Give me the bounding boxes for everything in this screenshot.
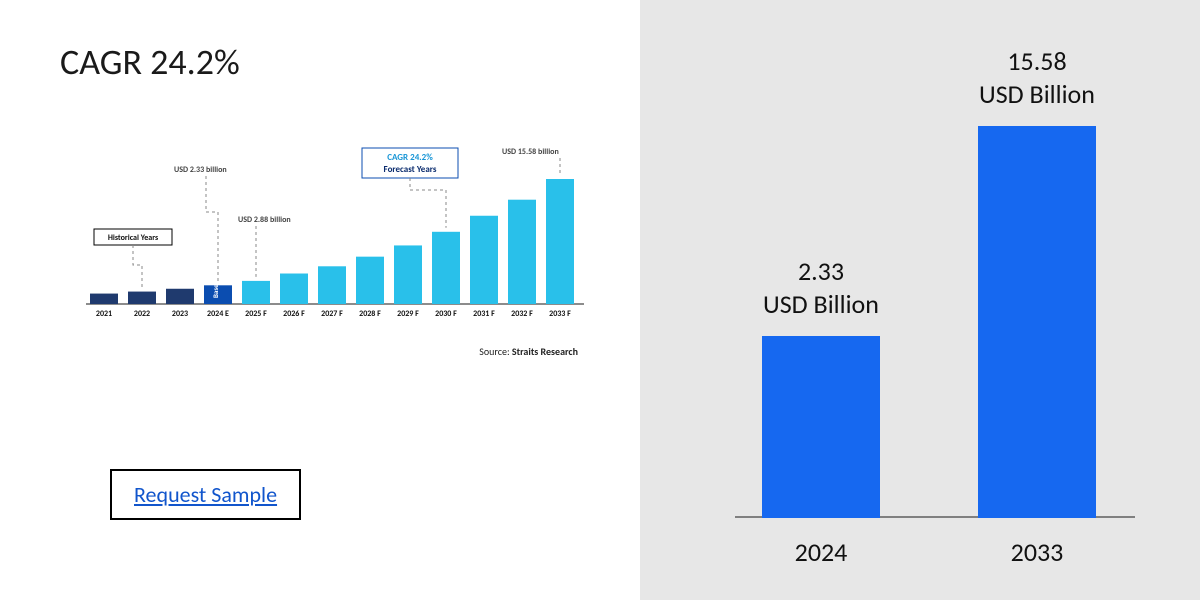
mini-xlabel: 2029 F <box>397 309 419 319</box>
mini-xlabel: 2031 F <box>473 309 495 319</box>
mini-bar <box>90 294 118 304</box>
mini-xlabel: 2032 F <box>511 309 533 319</box>
mini-bar <box>394 245 422 304</box>
callout-2023-value: USD 2.33 billion <box>174 165 227 175</box>
mini-bar <box>280 274 308 304</box>
mini-xlabel: 2024 E <box>207 309 229 319</box>
mini-bar <box>546 179 574 304</box>
mini-xlabel: 2033 F <box>549 309 571 319</box>
mini-bar <box>432 232 460 304</box>
comparison-bar-chart: 20242.33USD Billion203315.58USD Billion <box>640 0 1200 600</box>
right-panel: 20242.33USD Billion203315.58USD Billion <box>640 0 1200 600</box>
callout-pointer <box>410 178 446 228</box>
mini-xlabel: 2023 <box>172 309 188 319</box>
callout-2033-value: USD 15.58 billion <box>502 147 559 157</box>
request-sample-wrap: Request Sample <box>110 469 301 520</box>
forecast-years-label: Forecast Years <box>384 164 437 175</box>
mini-xlabel: 2030 F <box>435 309 457 319</box>
chart-source: Source: Straits Research <box>479 345 578 358</box>
mini-chart-svg: 2021 2022 2023 2024 E 2025 F 2026 F 2027 F 2028… <box>70 134 590 334</box>
mini-xlabel: 2027 F <box>321 309 343 319</box>
mini-forecast-chart: 2021 2022 2023 2024 E 2025 F 2026 F 2027 F 2028… <box>70 134 590 354</box>
mini-bar <box>128 292 156 304</box>
bar-value-label: 2.33USD Billion <box>711 255 931 320</box>
comparison-bar: 20242.33USD Billion <box>762 336 880 518</box>
mini-bar <box>318 266 346 304</box>
bar-fill <box>762 336 880 518</box>
mini-xlabel: 2021 <box>96 309 112 319</box>
mini-xlabel: 2026 F <box>283 309 305 319</box>
mini-xlabel: 2028 F <box>359 309 381 319</box>
bar-fill <box>978 126 1096 518</box>
base-year-label: Base Year <box>211 270 220 298</box>
comparison-bar: 203315.58USD Billion <box>978 126 1096 518</box>
bar-value-label: 15.58USD Billion <box>927 45 1147 110</box>
bar-xlabel: 2033 <box>978 536 1096 568</box>
bar-xlabel: 2024 <box>762 536 880 568</box>
mini-bar <box>242 281 270 304</box>
source-label: Source: <box>479 345 509 358</box>
historical-years-label: Historical Years <box>108 233 158 243</box>
forecast-cagr-label: CAGR 24.2% <box>387 152 433 163</box>
mini-bar <box>508 200 536 304</box>
left-panel: CAGR 24.2% 2021 2022 2023 2024 E 2025 F 2026 … <box>0 0 640 600</box>
callout-pointer <box>206 176 218 281</box>
mini-bar <box>356 257 384 304</box>
callout-2025-value: USD 2.88 billion <box>238 215 291 225</box>
callout-pointer <box>133 245 142 288</box>
source-value: Straits Research <box>512 345 578 358</box>
page-title: CAGR 24.2% <box>60 40 610 84</box>
request-sample-button[interactable]: Request Sample <box>110 469 301 520</box>
mini-bar <box>166 289 194 304</box>
mini-xlabel: 2022 <box>134 309 150 319</box>
mini-xlabel: 2025 F <box>245 309 267 319</box>
mini-bar <box>470 216 498 304</box>
